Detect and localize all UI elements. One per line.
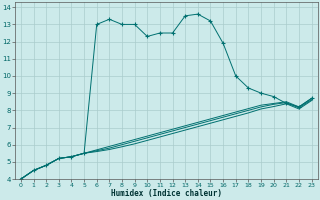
X-axis label: Humidex (Indice chaleur): Humidex (Indice chaleur) bbox=[111, 189, 222, 198]
